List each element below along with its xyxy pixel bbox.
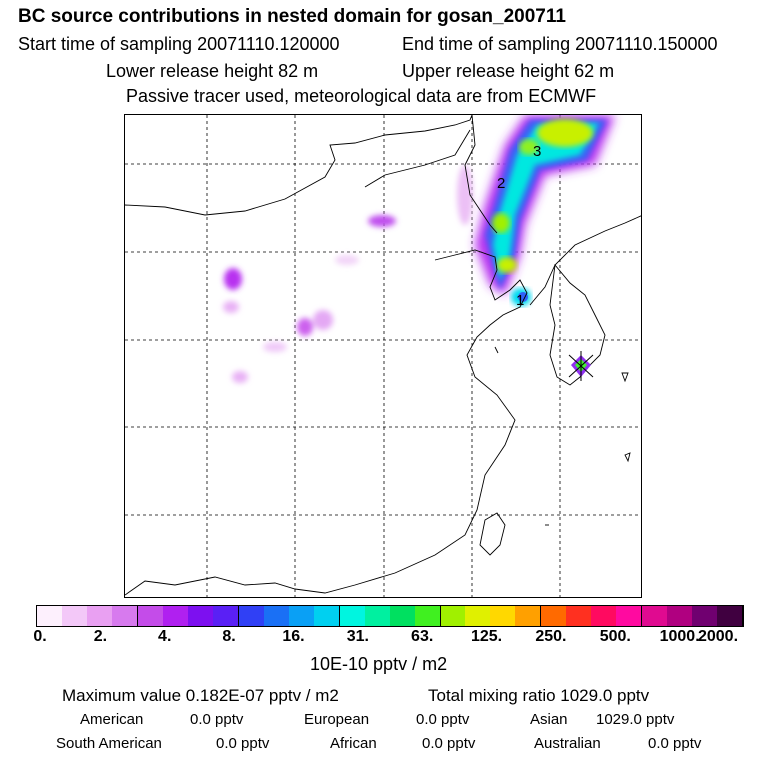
african-value: 0.0 pptv [422,735,476,752]
colorbar-segment [566,606,592,626]
colorbar-segment [364,606,390,626]
unit-label: 10E-10 pptv / m2 [310,654,448,674]
map-panel: 1 2 3 [124,114,642,598]
colorbar-segment [86,606,112,626]
colorbar-tick-label: 500. [599,628,631,645]
south-american-label: South American [56,735,162,752]
african-label: African [330,735,377,752]
main-plume [475,115,615,306]
colorbar-segment [111,606,138,626]
colorbar-tick-label: 4. [158,628,172,645]
american-label: American [80,711,144,728]
colorbar-segment [642,606,668,626]
colorbar-segment [692,606,718,626]
colorbar-tick-label: 0. [33,628,47,645]
asian-label: Asian [530,711,568,728]
coastlines [125,115,641,596]
faint-plumes [223,165,473,383]
colorbar-segment [717,606,744,626]
upper-release-label: Upper release height 62 m [402,61,615,81]
colorbar-segment [187,606,213,626]
receptor-marker [568,351,594,381]
colorbar [36,605,744,627]
south-american-value: 0.0 pptv [216,735,270,752]
colorbar-tick-label: 250. [535,628,567,645]
australian-label: Australian [534,735,601,752]
colorbar-segment [515,606,542,626]
colorbar-tick-label: 125. [470,628,503,645]
colorbar-segment [490,606,516,626]
colorbar-segment [389,606,415,626]
colorbar-segment [541,606,567,626]
colorbar-segment [263,606,289,626]
plot-title: BC source contributions in nested domain… [18,6,566,27]
colorbar-segment [339,606,365,626]
colorbar-tick-label: 63. [411,628,434,645]
trajectory-label-2: 2 [497,175,505,192]
colorbar-segment [137,606,163,626]
total-mixing-label: Total mixing ratio 1029.0 pptv [428,686,650,705]
colorbar-tick-label: 1000. [659,628,700,645]
colorbar-segment [162,606,188,626]
australian-value: 0.0 pptv [648,735,702,752]
colorbar-tick-label: 2000. [697,628,739,645]
lower-release-label: Lower release height 82 m [106,61,319,81]
colorbar-segment [61,606,87,626]
colorbar-segment [667,606,693,626]
map-canvas: 1 2 3 [125,115,641,597]
colorbar-segment [414,606,441,626]
colorbar-segment [591,606,617,626]
european-label: European [304,711,370,728]
start-time-label: Start time of sampling 20071110.120000 [18,34,340,54]
asian-value: 1029.0 pptv [596,711,675,728]
trajectory-label-1: 1 [516,292,524,309]
colorbar-segment [616,606,643,626]
colorbar-tick-label: 16. [282,628,305,645]
trajectory-label-3: 3 [533,143,541,160]
lat-lon-grid [125,115,641,597]
colorbar-tick-label: 2. [93,628,108,645]
european-value: 0.0 pptv [416,711,470,728]
colorbar-segment [465,606,491,626]
tracer-note: Passive tracer used, meteorological data… [126,86,597,106]
colorbar-segment [288,606,314,626]
colorbar-tick-label: 8. [222,628,236,645]
end-time-label: End time of sampling 20071110.150000 [402,34,718,54]
max-value-label: Maximum value 0.182E-07 pptv / m2 [62,686,339,705]
colorbar-segment [212,606,239,626]
american-value: 0.0 pptv [190,711,244,728]
colorbar-segment [313,606,340,626]
colorbar-tick-label: 31. [346,628,369,645]
colorbar-segment [440,606,466,626]
colorbar-segment [37,606,62,626]
colorbar-segment [238,606,264,626]
